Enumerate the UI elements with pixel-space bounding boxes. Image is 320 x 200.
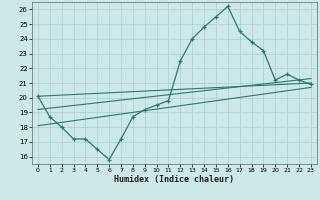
X-axis label: Humidex (Indice chaleur): Humidex (Indice chaleur) [115,175,234,184]
